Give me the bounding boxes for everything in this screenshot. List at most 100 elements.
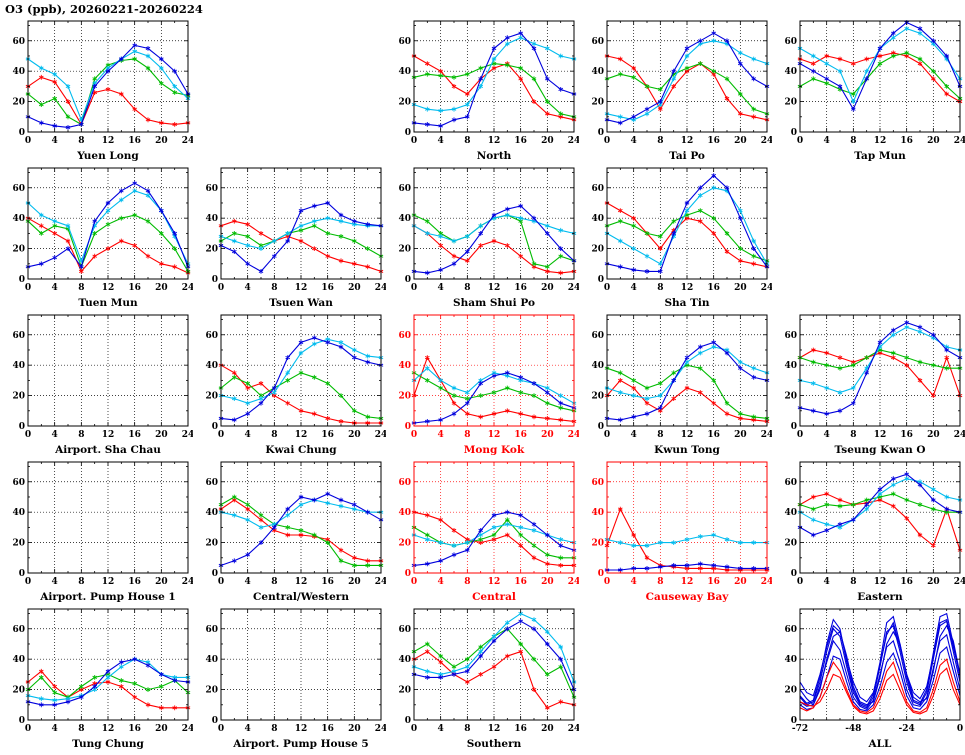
x-tick-label: 8 — [464, 577, 470, 587]
chart-tung-chung: 0 4 8 12 16 20 24 0 20 40 60 Tung Chung — [12, 608, 194, 750]
axis-labels: -72 -48 -24 0 0 20 40 60 ALL — [784, 625, 963, 750]
x-tick-label: 24 — [761, 577, 772, 587]
x-tick-label: 12 — [681, 577, 694, 587]
y-tick-label: 40 — [591, 67, 604, 77]
x-tick-label: 8 — [78, 283, 84, 293]
gridlines — [800, 462, 960, 573]
axes — [220, 461, 382, 574]
x-tick-label: 12 — [488, 724, 501, 734]
x-tick-label: 24 — [182, 283, 193, 293]
y-tick-label: 40 — [398, 655, 411, 665]
x-tick-label: 24 — [568, 136, 579, 146]
y-tick-label: 40 — [398, 67, 411, 77]
chart-title: Sha Tin — [664, 297, 709, 309]
axis-labels: 0 4 8 12 16 20 24 0 20 40 60 Central — [398, 478, 580, 603]
y-tick-label: 0 — [19, 275, 25, 285]
chart-panel-tung-chung: 0 4 8 12 16 20 24 0 20 40 60 Tung Chung — [0, 604, 194, 751]
x-tick-label: 4 — [438, 430, 444, 440]
x-tick-label: 0 — [411, 136, 417, 146]
gridlines — [800, 21, 960, 132]
x-tick-label: 16 — [900, 577, 913, 587]
series-lines — [799, 612, 961, 715]
x-tick-label: 16 — [321, 283, 334, 293]
y-tick-label: 40 — [12, 214, 25, 224]
series-lines — [25, 656, 191, 711]
chart-central-western: 0 4 8 12 16 20 24 0 20 40 60 Central/Western — [205, 461, 387, 603]
y-tick-label: 0 — [405, 275, 411, 285]
series-lines — [604, 30, 770, 126]
chart-panel-central-western: 0 4 8 12 16 20 24 0 20 40 60 Central/Western — [193, 457, 387, 604]
y-tick-label: 20 — [12, 686, 25, 696]
empty-cell — [193, 16, 386, 163]
x-tick-label: 0 — [957, 724, 963, 734]
series-markers — [218, 215, 384, 251]
y-tick-label: 0 — [791, 569, 797, 579]
y-tick-label: 40 — [12, 67, 25, 77]
x-tick-label: 20 — [348, 430, 361, 440]
chart-panel-eastern: 0 4 8 12 16 20 24 0 20 40 60 Eastern — [772, 457, 965, 604]
y-tick-label: 60 — [205, 625, 218, 635]
axes — [799, 314, 961, 427]
gridlines — [800, 609, 960, 720]
chart-tsuen-wan: 0 4 8 12 16 20 24 0 20 40 60 Tsuen Wan — [205, 167, 387, 309]
series-lines — [797, 320, 963, 417]
chart-title: Airport. Sha Chau — [54, 444, 161, 456]
x-tick-label: 4 — [631, 577, 637, 587]
x-tick-label: 16 — [128, 283, 141, 293]
chart-title: Airport. Pump House 5 — [232, 738, 368, 750]
y-tick-label: 0 — [598, 128, 604, 138]
chart-panel-kwai-chung: 0 4 8 12 16 20 24 0 20 40 60 Kwai Chung — [193, 310, 387, 457]
y-tick-label: 60 — [12, 331, 25, 341]
axis-labels: 0 4 8 12 16 20 24 0 20 40 60 Kwai Chung — [205, 331, 387, 456]
chart-panel-airport-sha-chau: 0 4 8 12 16 20 24 0 20 40 60 Airport. Sha Chau — [0, 310, 194, 457]
chart-kwai-chung: 0 4 8 12 16 20 24 0 20 40 60 Kwai Chung — [205, 314, 387, 456]
x-tick-label: 0 — [604, 283, 610, 293]
chart-title: Central/Western — [253, 591, 349, 603]
chart-southern: 0 4 8 12 16 20 24 0 20 40 60 Southern — [398, 608, 580, 750]
y-tick-label: 40 — [205, 508, 218, 518]
chart-tuen-mun: 0 4 8 12 16 20 24 0 20 40 60 Tuen Mun — [12, 167, 194, 309]
chart-panel-sham-shui-po: 0 4 8 12 16 20 24 0 20 40 60 Sham Shui Po — [386, 163, 580, 310]
y-tick-label: 20 — [398, 392, 411, 402]
x-tick-label: 16 — [128, 724, 141, 734]
axes — [413, 20, 575, 133]
x-tick-label: 0 — [411, 283, 417, 293]
x-tick-label: 24 — [568, 430, 579, 440]
y-tick-label: 40 — [784, 67, 797, 77]
x-tick-label: 16 — [128, 136, 141, 146]
y-tick-label: 0 — [791, 422, 797, 432]
chart-airport-sha-chau: 0 4 8 12 16 20 24 0 20 40 60 Airport. Sha Chau — [12, 314, 194, 456]
x-tick-label: 20 — [155, 283, 168, 293]
chart-panel-southern: 0 4 8 12 16 20 24 0 20 40 60 Southern — [386, 604, 580, 751]
series-lines — [797, 20, 963, 112]
chart-north: 0 4 8 12 16 20 24 0 20 40 60 North — [398, 20, 580, 162]
x-tick-label: 8 — [78, 577, 84, 587]
y-tick-label: 60 — [784, 37, 797, 47]
x-tick-label: 16 — [514, 724, 527, 734]
x-tick-label: 20 — [348, 577, 361, 587]
x-tick-label: 24 — [761, 283, 772, 293]
y-tick-label: 0 — [19, 128, 25, 138]
x-tick-label: 4 — [245, 577, 251, 587]
chart-panel-causeway-bay: 0 4 8 12 16 20 24 0 20 40 60 Causeway Bay — [579, 457, 773, 604]
y-tick-label: 60 — [12, 478, 25, 488]
x-tick-label: 20 — [927, 430, 940, 440]
x-tick-label: 12 — [102, 577, 115, 587]
chart-airport-pump-house-1: 0 4 8 12 16 20 24 0 20 40 60 Airport. Pump House 1 — [12, 461, 194, 603]
y-tick-label: 0 — [405, 422, 411, 432]
y-tick-label: 60 — [398, 478, 411, 488]
x-tick-label: 12 — [102, 136, 115, 146]
x-tick-label: 0 — [604, 430, 610, 440]
x-tick-label: 8 — [657, 430, 663, 440]
empty-cell — [579, 604, 772, 751]
gridlines — [414, 21, 574, 132]
x-tick-label: 24 — [182, 577, 193, 587]
x-tick-label: 12 — [681, 136, 694, 146]
y-tick-label: 20 — [591, 392, 604, 402]
chart-panel-tsuen-wan: 0 4 8 12 16 20 24 0 20 40 60 Tsuen Wan — [193, 163, 387, 310]
x-tick-label: 12 — [102, 283, 115, 293]
y-tick-label: 40 — [205, 655, 218, 665]
chart-title: Airport. Pump House 1 — [39, 591, 175, 603]
series-markers — [604, 61, 770, 117]
x-tick-label: 8 — [78, 136, 84, 146]
